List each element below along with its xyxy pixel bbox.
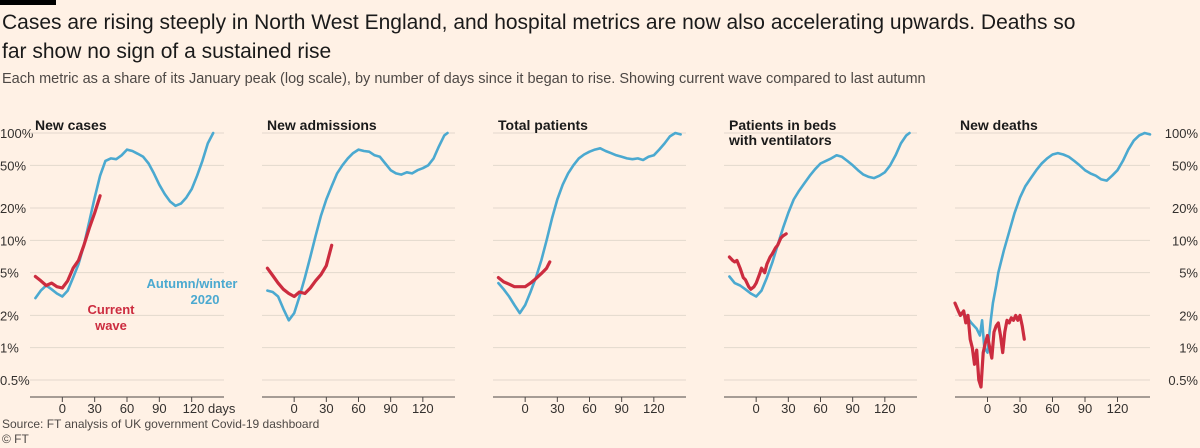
y-tick-label-left: 50%	[0, 158, 26, 173]
x-tick-label: 90	[614, 401, 628, 416]
chart-panel-5: 0 30 60 90 120 New deaths	[953, 117, 1152, 416]
current-wave-line	[727, 232, 788, 291]
x-tick-label: 120	[1107, 401, 1129, 416]
x-tick-label: 30	[781, 401, 795, 416]
y-tick-label-right: 20%	[1172, 201, 1198, 216]
autumn-annotation: 2020	[191, 292, 220, 307]
autumn-winter-line	[959, 131, 1152, 354]
autumn-winter-line	[34, 131, 215, 300]
current-wave-line	[953, 301, 1026, 389]
x-tick-label: 0	[753, 401, 760, 416]
x-tick-label: 60	[120, 401, 134, 416]
panel-title: New deaths	[960, 117, 1038, 133]
x-tick-label: 60	[813, 401, 827, 416]
y-tick-label-left: 20%	[0, 201, 26, 216]
autumn-winter-line	[728, 131, 911, 298]
chart-panel-2: 0 30 60 90 120 New admissions	[262, 117, 455, 416]
source-note: Source: FT analysis of UK government Cov…	[2, 417, 320, 431]
x-tick-label: 120	[412, 401, 434, 416]
x-tick-label: 0	[522, 401, 529, 416]
x-tick-label: 60	[582, 401, 596, 416]
panel-title: with ventilators	[728, 132, 832, 148]
x-tick-label: 30	[1013, 401, 1027, 416]
x-tick-label: 0	[291, 401, 298, 416]
panel-title: Patients in beds	[729, 117, 837, 133]
x-tick-label: 30	[87, 401, 101, 416]
y-tick-label-left: 0.5%	[0, 373, 30, 388]
x-tick-label: 120	[643, 401, 665, 416]
chart-panel-1: 0 30 60 90 120 days New cases Autumn/winter202…	[30, 117, 238, 416]
y-tick-label-left: 10%	[0, 233, 26, 248]
current-wave-line	[33, 194, 102, 290]
y-tick-label-left: 5%	[0, 266, 19, 281]
x-tick-label: 30	[550, 401, 564, 416]
x-tick-label: 90	[152, 401, 166, 416]
x-tick-label: 0	[59, 401, 66, 416]
x-tick-label: 30	[319, 401, 333, 416]
autumn-winter-line	[497, 131, 682, 315]
chart-title: Cases are rising steeply in North West E…	[2, 11, 1076, 63]
y-tick-label-right: 5%	[1179, 266, 1198, 281]
panel-title: New cases	[35, 117, 107, 133]
y-tick-label-right: 10%	[1172, 233, 1198, 248]
x-tick-label: 120 days	[183, 401, 236, 416]
y-tick-label-right: 2%	[1179, 308, 1198, 323]
autumn-winter-line	[266, 131, 449, 322]
x-tick-label: 60	[1045, 401, 1059, 416]
autumn-annotation: Autumn/winter	[147, 276, 238, 291]
copyright: © FT	[2, 432, 29, 446]
current-wave-line	[496, 260, 552, 289]
current-annotation: Current	[88, 302, 136, 317]
panel-title: Total patients	[498, 117, 588, 133]
x-tick-label: 120	[874, 401, 896, 416]
current-annotation: wave	[94, 318, 127, 333]
chart-panel-3: 0 30 60 90 120 Total patients	[493, 117, 686, 416]
x-tick-label: 60	[351, 401, 365, 416]
y-tick-label-right: 100%	[1165, 126, 1199, 141]
y-tick-label-right: 0.5%	[1168, 373, 1198, 388]
y-tick-label-right: 50%	[1172, 158, 1198, 173]
y-tick-label-left: 1%	[0, 341, 19, 356]
x-tick-label: 90	[845, 401, 859, 416]
ft-top-bar	[0, 0, 56, 5]
panel-title: New admissions	[267, 117, 377, 133]
y-tick-label-right: 1%	[1179, 341, 1198, 356]
y-tick-label-left: 100%	[0, 126, 34, 141]
current-wave-line	[265, 243, 334, 299]
x-tick-label: 90	[383, 401, 397, 416]
x-tick-label: 90	[1078, 401, 1092, 416]
x-tick-label: 0	[984, 401, 991, 416]
y-tick-label-left: 2%	[0, 308, 19, 323]
chart-subtitle: Each metric as a share of its January pe…	[2, 71, 926, 87]
